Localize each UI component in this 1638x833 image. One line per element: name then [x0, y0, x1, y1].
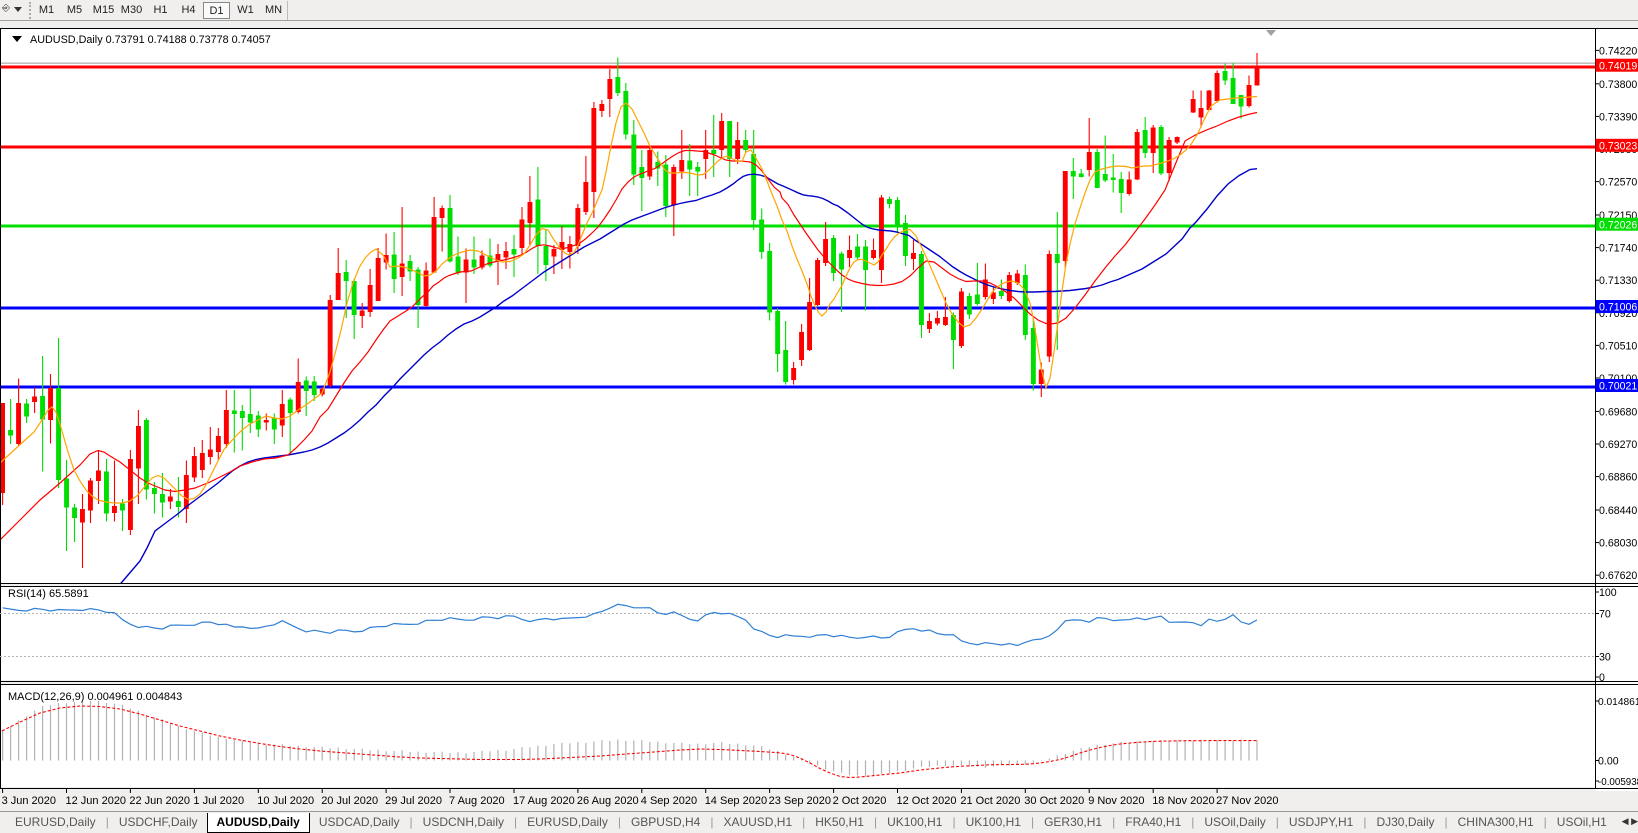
- svg-text:0.68440: 0.68440: [1599, 505, 1637, 517]
- svg-text:27 Nov 2020: 27 Nov 2020: [1216, 795, 1278, 807]
- svg-text:0.70021: 0.70021: [1599, 381, 1637, 393]
- svg-text:0.71330: 0.71330: [1599, 275, 1637, 287]
- svg-text:0.74019: 0.74019: [1599, 60, 1637, 72]
- svg-text:7 Aug 2020: 7 Aug 2020: [449, 795, 505, 807]
- svg-text:0: 0: [1599, 672, 1605, 684]
- svg-text:12 Oct 2020: 12 Oct 2020: [897, 795, 957, 807]
- svg-text:0.67620: 0.67620: [1599, 570, 1637, 582]
- svg-text:100: 100: [1599, 587, 1617, 599]
- svg-text:MACD(12,26,9) 0.004961 0.00484: MACD(12,26,9) 0.004961 0.004843: [8, 691, 182, 703]
- svg-text:0.73023: 0.73023: [1599, 141, 1637, 153]
- svg-text:0.70510: 0.70510: [1599, 340, 1637, 352]
- svg-text:22 Jun 2020: 22 Jun 2020: [129, 795, 190, 807]
- svg-text:10 Jul 2020: 10 Jul 2020: [257, 795, 314, 807]
- svg-text:23 Sep 2020: 23 Sep 2020: [769, 795, 831, 807]
- svg-text:21 Oct 2020: 21 Oct 2020: [960, 795, 1020, 807]
- svg-text:0.68030: 0.68030: [1599, 538, 1637, 550]
- svg-text:0.69680: 0.69680: [1599, 406, 1637, 418]
- svg-text:0.71006: 0.71006: [1599, 302, 1637, 314]
- svg-text:0.014861: 0.014861: [1598, 697, 1638, 708]
- svg-text:0.74220: 0.74220: [1599, 45, 1637, 57]
- svg-text:0.00: 0.00: [1598, 756, 1619, 768]
- svg-text:12 Jun 2020: 12 Jun 2020: [66, 795, 127, 807]
- svg-text:4 Sep 2020: 4 Sep 2020: [641, 795, 697, 807]
- svg-text:RSI(14) 65.5891: RSI(14) 65.5891: [8, 588, 89, 600]
- svg-text:3 Jun 2020: 3 Jun 2020: [2, 795, 56, 807]
- svg-text:0.69270: 0.69270: [1599, 439, 1637, 451]
- svg-text:9 Nov 2020: 9 Nov 2020: [1088, 795, 1144, 807]
- svg-text:AUDUSD,Daily 0.73791 0.74188: AUDUSD,Daily 0.73791 0.74188 0.73778 0.7…: [30, 34, 271, 46]
- svg-text:20 Jul 2020: 20 Jul 2020: [321, 795, 378, 807]
- svg-text:0.73390: 0.73390: [1599, 111, 1637, 123]
- svg-text:14 Sep 2020: 14 Sep 2020: [705, 795, 767, 807]
- svg-text:29 Jul 2020: 29 Jul 2020: [385, 795, 442, 807]
- svg-text:18 Nov 2020: 18 Nov 2020: [1152, 795, 1214, 807]
- svg-text:1 Jul 2020: 1 Jul 2020: [193, 795, 244, 807]
- svg-text:30 Oct 2020: 30 Oct 2020: [1024, 795, 1084, 807]
- svg-text:30: 30: [1599, 652, 1611, 664]
- svg-text:26 Aug 2020: 26 Aug 2020: [577, 795, 639, 807]
- svg-text:17 Aug 2020: 17 Aug 2020: [513, 795, 575, 807]
- svg-text:0.72570: 0.72570: [1599, 177, 1637, 189]
- svg-text:0.71740: 0.71740: [1599, 243, 1637, 255]
- svg-text:0.68860: 0.68860: [1599, 472, 1637, 484]
- svg-text:0.73800: 0.73800: [1599, 79, 1637, 91]
- svg-text:70: 70: [1599, 609, 1611, 621]
- svg-text:2 Oct 2020: 2 Oct 2020: [833, 795, 887, 807]
- svg-text:-0.005938: -0.005938: [1598, 777, 1638, 788]
- svg-text:0.72026: 0.72026: [1599, 219, 1637, 231]
